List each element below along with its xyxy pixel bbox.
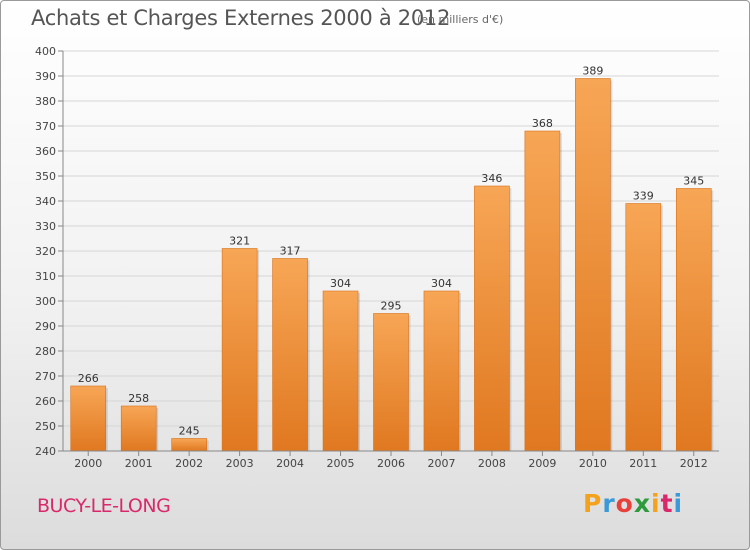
x-tick-label-2001: 2001 xyxy=(125,457,153,470)
y-tick-label: 280 xyxy=(35,345,56,358)
y-tick-label: 340 xyxy=(35,195,56,208)
proxiti-logo: Proxiti xyxy=(583,489,683,518)
logo-letter: r xyxy=(602,489,616,518)
bar-2000 xyxy=(70,385,107,452)
chart-title: Achats et Charges Externes 2000 à 2012 xyxy=(31,6,451,30)
data-label-2006: 295 xyxy=(381,300,402,313)
y-tick-label: 290 xyxy=(35,320,56,333)
bar-2002 xyxy=(171,438,207,452)
bar-2004 xyxy=(272,258,308,452)
chart-subtitle: (en milliers d'€) xyxy=(417,13,504,26)
commune-name: BUCY-LE-LONG xyxy=(37,495,171,517)
y-tick-label: 240 xyxy=(35,445,56,458)
y-tick-label: 350 xyxy=(35,170,56,183)
y-tick-label: 300 xyxy=(35,295,56,308)
logo-letter: t xyxy=(660,489,674,518)
data-label-2000: 266 xyxy=(78,372,99,385)
x-tick-label-2005: 2005 xyxy=(327,457,355,470)
x-tick-label-2008: 2008 xyxy=(478,457,506,470)
data-label-2004: 317 xyxy=(280,245,301,258)
data-labels: 266 258 245 321 317 304 295 304 346 368 389 339 345 xyxy=(78,65,705,438)
x-tick-label-2011: 2011 xyxy=(629,457,657,470)
bar-2008 xyxy=(474,185,510,452)
data-label-2003: 321 xyxy=(229,235,250,248)
y-tick-label: 360 xyxy=(35,145,56,158)
data-label-2002: 245 xyxy=(179,425,200,438)
logo-letter: o xyxy=(615,489,634,518)
x-tick-label-2007: 2007 xyxy=(427,457,455,470)
x-tick-label-2006: 2006 xyxy=(377,457,405,470)
data-label-2001: 258 xyxy=(128,392,149,405)
bar-2010 xyxy=(575,78,611,452)
y-tick-label: 250 xyxy=(35,420,56,433)
bars xyxy=(70,78,714,452)
y-tick-label: 270 xyxy=(35,370,56,383)
y-tick-label: 260 xyxy=(35,395,56,408)
y-tick-label: 400 xyxy=(35,45,56,58)
data-label-2008: 346 xyxy=(481,172,502,185)
bar-2007 xyxy=(423,290,460,452)
logo-letter: i xyxy=(673,489,684,518)
y-tick-label: 390 xyxy=(35,70,56,83)
bar-2003 xyxy=(221,248,258,452)
data-label-2011: 339 xyxy=(633,190,654,203)
x-tick-label-2002: 2002 xyxy=(175,457,203,470)
data-label-2010: 389 xyxy=(582,65,603,78)
data-label-2012: 345 xyxy=(683,175,704,188)
y-tick-label: 380 xyxy=(35,95,56,108)
x-tick-label-2010: 2010 xyxy=(579,457,607,470)
bar-2005 xyxy=(322,290,359,452)
x-tick-label-2009: 2009 xyxy=(528,457,556,470)
x-tick-label-2003: 2003 xyxy=(226,457,254,470)
logo-letter: x xyxy=(633,489,651,518)
logo-letter: i xyxy=(651,489,661,518)
data-label-2005: 304 xyxy=(330,277,351,290)
y-tick-label: 310 xyxy=(35,270,56,283)
logo-letter: P xyxy=(583,489,603,518)
bar-2001 xyxy=(120,405,157,452)
bar-2006 xyxy=(373,313,409,452)
bar-2009 xyxy=(524,130,561,452)
data-label-2009: 368 xyxy=(532,117,553,130)
y-tick-label: 320 xyxy=(35,245,56,258)
x-tick-label-2012: 2012 xyxy=(680,457,708,470)
bar-2012 xyxy=(675,188,712,452)
x-tick-label-2004: 2004 xyxy=(276,457,304,470)
y-tick-label: 370 xyxy=(35,120,56,133)
y-tick-label: 330 xyxy=(35,220,56,233)
bar-2011 xyxy=(625,203,662,452)
data-label-2007: 304 xyxy=(431,277,452,290)
x-tick-label-2000: 2000 xyxy=(74,457,102,470)
x-axis-ticks: 2000 2001 2002 2003 2004 2005 2006 2007 2008 2009… xyxy=(74,451,708,470)
y-axis-ticks: 240 250 260 270 280 290 300 310 320 330 340 350 360 3… xyxy=(35,45,63,458)
